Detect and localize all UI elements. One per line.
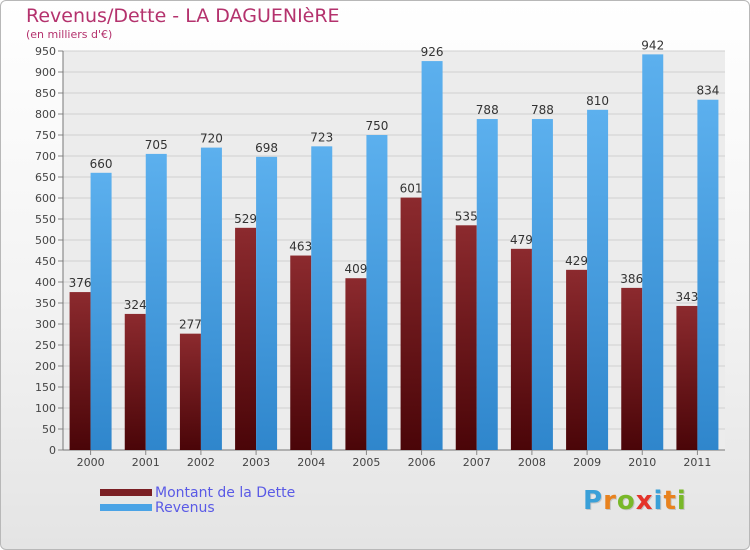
bar-dette [566, 269, 588, 450]
bar-dette [510, 248, 532, 450]
y-tick-label: 250 [35, 339, 56, 352]
y-tick-label: 650 [35, 171, 56, 184]
bar-dette [621, 287, 643, 450]
data-label-revenus: 788 [531, 103, 554, 117]
y-tick-label: 900 [35, 66, 56, 79]
legend-swatch-dette [100, 489, 152, 496]
bar-dette [400, 197, 422, 450]
data-label-dette: 277 [179, 318, 202, 332]
y-tick-label: 500 [35, 234, 56, 247]
chart-title: Revenus/Dette - LA DAGUENIèRE [26, 5, 340, 27]
y-tick-label: 750 [35, 129, 56, 142]
x-tick-label: 2008 [518, 456, 546, 469]
data-label-revenus: 705 [145, 138, 168, 152]
data-label-revenus: 834 [696, 84, 719, 98]
bar-dette [345, 278, 367, 450]
bar-revenus [256, 156, 278, 450]
data-label-revenus: 810 [586, 94, 609, 108]
bar-revenus [642, 54, 664, 451]
logo-letter: x [635, 486, 654, 516]
data-label-revenus: 926 [421, 45, 444, 59]
y-tick-label: 850 [35, 87, 56, 100]
y-tick-label: 100 [35, 402, 56, 415]
bar-dette [676, 305, 698, 450]
legend-label-revenus: Revenus [155, 500, 215, 516]
bar-revenus [90, 172, 112, 451]
y-tick-label: 400 [35, 276, 56, 289]
y-tick-label: 800 [35, 108, 56, 121]
plot-area [63, 51, 725, 450]
x-tick-label: 2009 [573, 456, 601, 469]
y-tick-label: 300 [35, 318, 56, 331]
x-tick-label: 2003 [242, 456, 270, 469]
data-label-revenus: 723 [310, 130, 333, 144]
y-tick-label: 50 [42, 423, 56, 436]
data-label-dette: 601 [400, 182, 423, 196]
x-tick-label: 2001 [132, 456, 160, 469]
bar-dette [455, 225, 477, 450]
data-label-revenus: 720 [200, 132, 223, 146]
legend-swatch-revenus [100, 504, 152, 511]
logo-letter: P [583, 486, 604, 516]
data-label-dette: 463 [289, 240, 312, 254]
logo-letter: r [603, 486, 617, 516]
x-tick-label: 2010 [628, 456, 656, 469]
bar-revenus [421, 61, 443, 450]
y-tick-label: 600 [35, 192, 56, 205]
data-label-dette: 343 [675, 290, 698, 304]
x-tick-label: 2006 [408, 456, 436, 469]
bar-dette [69, 292, 91, 450]
bar-revenus [587, 109, 609, 451]
y-tick-label: 700 [35, 150, 56, 163]
data-label-revenus: 942 [641, 38, 664, 52]
x-tick-label: 2005 [352, 456, 380, 469]
bar-revenus [311, 146, 333, 450]
bar-revenus [366, 135, 388, 450]
data-label-dette: 324 [124, 298, 147, 312]
chart-subtitle: (en milliers d'€) [26, 28, 113, 41]
data-label-revenus: 660 [90, 157, 113, 171]
data-label-dette: 529 [234, 212, 257, 226]
x-tick-label: 2002 [187, 456, 215, 469]
logo-letter: t [663, 486, 677, 516]
data-label-dette: 429 [565, 254, 588, 268]
logo-letter: o [616, 486, 636, 516]
y-tick-label: 0 [49, 444, 56, 457]
bar-revenus [200, 147, 222, 450]
data-label-dette: 535 [455, 209, 478, 223]
logo-letter: i [653, 486, 664, 516]
bar-dette [179, 333, 201, 450]
data-label-revenus: 698 [255, 141, 278, 155]
y-tick-label: 950 [35, 45, 56, 58]
x-tick-label: 2007 [463, 456, 491, 469]
y-tick-label: 150 [35, 381, 56, 394]
bar-dette [290, 255, 312, 450]
bar-revenus [145, 153, 167, 450]
data-label-revenus: 788 [476, 103, 499, 117]
bar-revenus [531, 119, 553, 450]
data-label-dette: 376 [69, 276, 92, 290]
data-label-dette: 386 [620, 272, 643, 286]
bar-dette [235, 227, 257, 450]
x-tick-label: 2000 [77, 456, 105, 469]
bar-revenus [476, 119, 498, 450]
y-tick-label: 450 [35, 255, 56, 268]
y-tick-label: 350 [35, 297, 56, 310]
y-tick-label: 550 [35, 213, 56, 226]
bar-revenus [697, 99, 719, 450]
proxiti-logo: Proxiti [583, 486, 687, 516]
x-tick-label: 2011 [683, 456, 711, 469]
data-label-dette: 409 [344, 262, 367, 276]
y-tick-label: 200 [35, 360, 56, 373]
data-label-revenus: 750 [365, 119, 388, 133]
legend-label-dette: Montant de la Dette [155, 485, 296, 501]
x-tick-label: 2004 [297, 456, 325, 469]
data-label-dette: 479 [510, 233, 533, 247]
bar-dette [124, 313, 146, 450]
logo-letter: i [676, 486, 687, 516]
